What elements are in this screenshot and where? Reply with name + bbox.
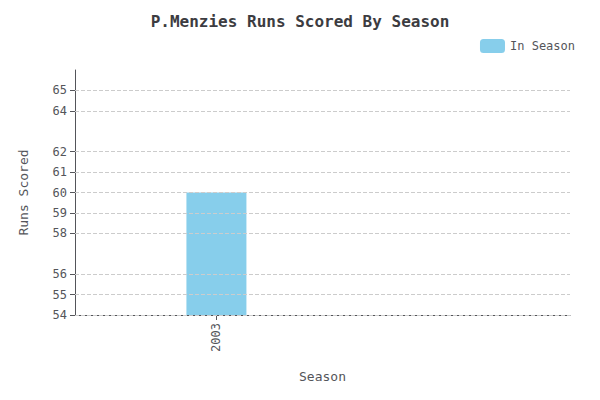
svg-text:58: 58 xyxy=(53,226,67,240)
svg-text:P.Menzies Runs Scored By Seaso: P.Menzies Runs Scored By Season xyxy=(151,12,450,31)
svg-text:64: 64 xyxy=(53,104,67,118)
svg-text:Runs Scored: Runs Scored xyxy=(16,149,31,235)
svg-text:65: 65 xyxy=(53,83,67,97)
svg-text:55: 55 xyxy=(53,288,67,302)
svg-text:In Season: In Season xyxy=(510,39,575,53)
svg-text:60: 60 xyxy=(53,186,67,200)
svg-text:61: 61 xyxy=(53,165,67,179)
svg-text:Season: Season xyxy=(299,369,346,384)
svg-text:62: 62 xyxy=(53,145,67,159)
svg-text:54: 54 xyxy=(53,308,67,322)
svg-text:56: 56 xyxy=(53,267,67,281)
svg-text:59: 59 xyxy=(53,206,67,220)
svg-text:2003: 2003 xyxy=(209,323,223,352)
